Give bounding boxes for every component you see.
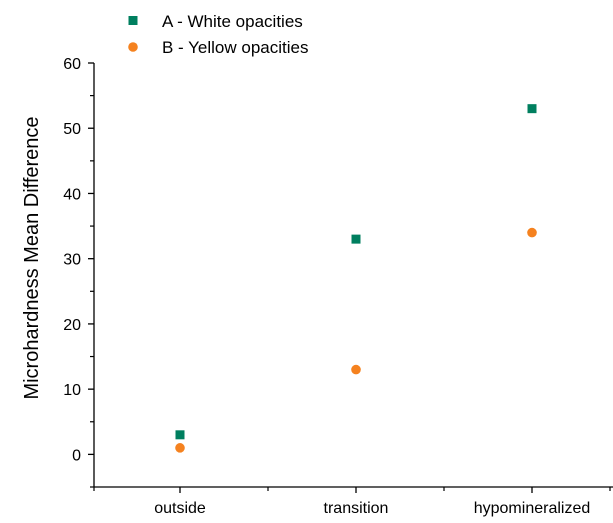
legend-label-series-a: A - White opacities: [162, 12, 303, 31]
y-tick-label-0: 0: [72, 447, 81, 464]
point-series-b-outside: [175, 443, 185, 453]
point-series-a-transition: [351, 234, 361, 244]
point-series-b-transition: [351, 364, 361, 375]
legend-marker-series-b: [128, 42, 138, 52]
y-tick-label-30: 30: [63, 252, 81, 269]
axes: [93, 63, 613, 488]
y-axis-ticks: 0 10 20 30 40 50 60: [63, 56, 94, 488]
x-tick-label-outside: outside: [154, 500, 206, 517]
legend-marker-series-a: [128, 16, 138, 25]
y-tick-label-50: 50: [63, 121, 81, 138]
y-tick-label-40: 40: [63, 186, 81, 203]
point-series-a-hypomineralized: [527, 104, 537, 114]
y-axis-title: Microhardness Mean Difference: [21, 116, 43, 399]
x-axis-ticks: outside transition hypomineralized: [93, 487, 611, 517]
legend: A - White opacities B - Yellow opacities: [128, 12, 308, 57]
data-points: [175, 104, 537, 453]
point-series-b-hypomineralized: [527, 227, 537, 238]
x-tick-label-transition: transition: [324, 500, 389, 517]
y-tick-label-20: 20: [63, 317, 81, 334]
x-tick-label-hypomineralized: hypomineralized: [474, 500, 591, 517]
y-tick-label-10: 10: [63, 382, 81, 399]
point-series-a-outside: [175, 430, 185, 440]
legend-label-series-b: B - Yellow opacities: [162, 38, 308, 57]
y-tick-label-60: 60: [63, 56, 81, 73]
